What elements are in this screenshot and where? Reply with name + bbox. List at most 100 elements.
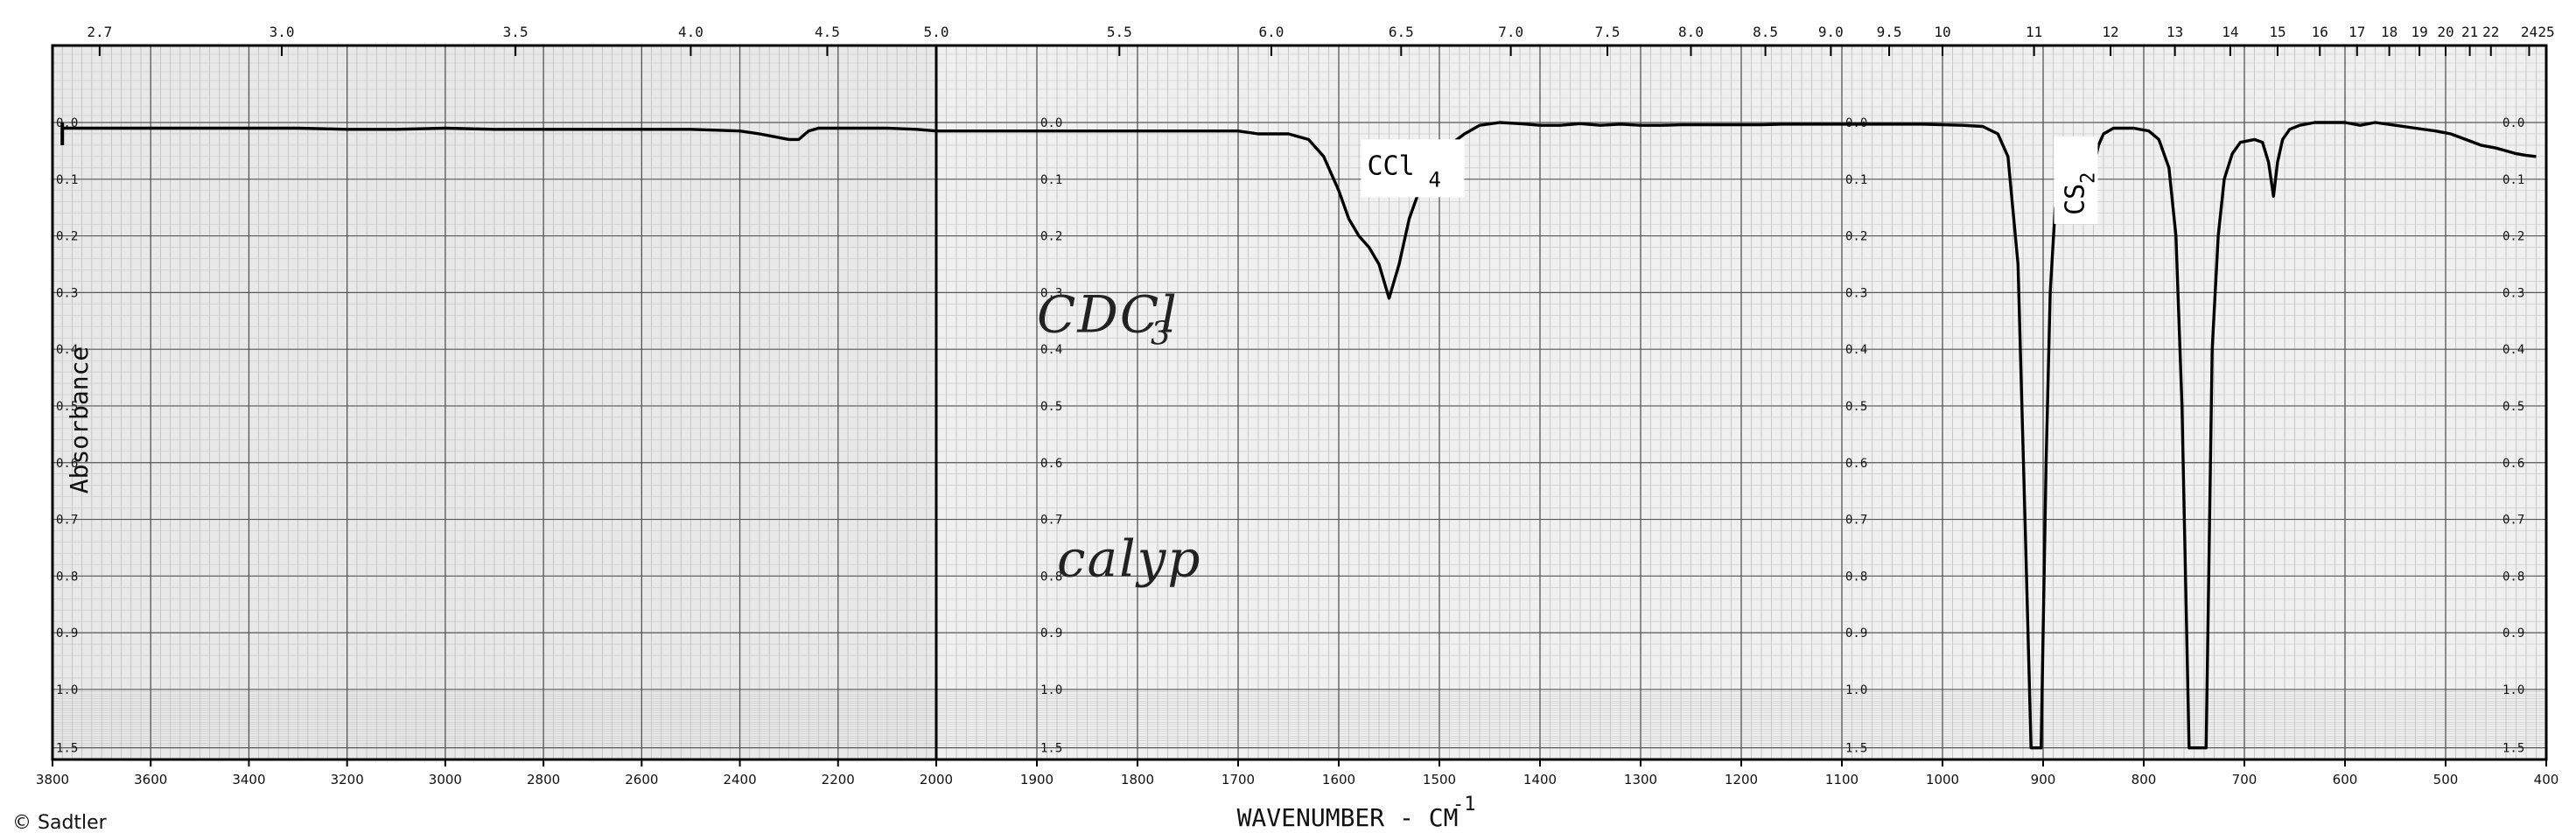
bottom-tick-label: 600 — [2333, 772, 2358, 788]
bottom-tick-label: 400 — [2534, 772, 2559, 788]
absorbance-tick-label: 0.9 — [1040, 626, 1062, 640]
annotation-subscript: 2 — [2078, 172, 2100, 184]
top-tick-label: 5.0 — [924, 24, 949, 40]
bottom-tick-label: 500 — [2433, 772, 2459, 788]
absorbance-tick-label: 0.1 — [1040, 173, 1062, 187]
absorbance-tick-label: 0.4 — [56, 343, 78, 357]
annotation-rotated-group: CS2 — [2061, 172, 2100, 215]
absorbance-tick-label: 0.7 — [56, 514, 78, 528]
bottom-tick-label: 3200 — [331, 772, 364, 788]
absorbance-tick-label: 0.7 — [2502, 514, 2524, 528]
handwritten-annotation: CDCl — [1037, 285, 1179, 345]
top-tick-label: 25 — [2538, 24, 2554, 40]
top-tick-label: 13 — [2166, 24, 2183, 40]
absorbance-tick-label: 0.9 — [1845, 626, 1867, 640]
top-tick-label: 21 — [2461, 24, 2478, 40]
handwritten-annotation: calyp — [1057, 528, 1202, 588]
bottom-tick-label: 2400 — [723, 772, 756, 788]
bottom-wavenumber-axis: 3800 3600 3400 3200 3000 2800 2600 2400 2200 2000… — [36, 760, 2558, 788]
absorbance-tick-label: 0.0 — [2502, 116, 2524, 130]
absorbance-tick-label: 0.9 — [2502, 626, 2524, 640]
top-tick-label: 7.0 — [1498, 24, 1523, 40]
bottom-tick-label: 1000 — [1926, 772, 1959, 788]
absorbance-curve — [62, 121, 2537, 750]
absorbance-tick-label: 0.2 — [1040, 230, 1062, 244]
absorbance-tick-label: 0.3 — [1845, 286, 1867, 300]
bottom-tick-label: 800 — [2132, 772, 2157, 788]
handwritten-subscript: 3 — [1151, 317, 1171, 353]
bottom-tick-label: 3800 — [36, 772, 69, 788]
bottom-tick-label: 1100 — [1825, 772, 1858, 788]
bottom-tick-label: 1200 — [1725, 772, 1758, 788]
top-tick-label: 24 — [2521, 24, 2538, 40]
bottom-tick-label: 3400 — [232, 772, 265, 788]
bottom-tick-label: 1900 — [1020, 772, 1054, 788]
absorbance-tick-label: 0.5 — [1040, 400, 1062, 414]
x-axis-title: WAVENUMBER - CM -1 — [1237, 794, 1476, 832]
top-tick-label: 14 — [2222, 24, 2238, 40]
absorbance-tick-label: 0.6 — [1845, 457, 1867, 471]
top-tick-label: 8.0 — [1678, 24, 1704, 40]
absorbance-tick-label: 1.5 — [1040, 742, 1062, 756]
bottom-tick-label: 900 — [2031, 772, 2056, 788]
bottom-tick-label: 2800 — [527, 772, 560, 788]
y-axis-label: Absorbance — [64, 346, 94, 494]
absorbance-tick-label: 0.1 — [1845, 173, 1867, 187]
absorbance-tick-label: 0.2 — [2502, 230, 2524, 244]
bottom-tick-label: 2600 — [625, 772, 658, 788]
absorbance-tick-label: 0.6 — [1040, 457, 1062, 471]
bottom-tick-label: 1700 — [1222, 772, 1255, 788]
y-axis-title-wrap: Absorbance — [65, 346, 94, 494]
bottom-tick-label: 1400 — [1523, 772, 1557, 788]
absorbance-tick-label: 0.5 — [56, 400, 78, 414]
bottom-tick-label: 2200 — [822, 772, 855, 788]
absorbance-tick-label: 0.9 — [56, 626, 78, 640]
top-tick-label: 17 — [2348, 24, 2365, 40]
absorbance-tick-label: 0.8 — [1845, 570, 1867, 584]
annotation-box — [2054, 136, 2098, 224]
x-axis-label: WAVENUMBER - CM — [1237, 803, 1459, 832]
absorbance-tick-label: 1.5 — [2502, 742, 2524, 756]
absorbance-tick-label: 0.1 — [2502, 173, 2524, 187]
absorbance-tick-label: 0.7 — [1845, 514, 1867, 528]
bottom-tick-label: 1800 — [1121, 772, 1154, 788]
absorbance-tick-label: 1.0 — [1845, 683, 1867, 697]
absorbance-tick-label: 0.1 — [56, 173, 78, 187]
absorbance-tick-label: 0.6 — [56, 457, 78, 471]
absorbance-tick-label: 0.4 — [1040, 343, 1062, 357]
absorbance-axis-labels: 0.0 0.1 0.2 0.3 0.4 0.5 0.6 0.7 0.8 0.9 1.0 1.5 0.0 0… — [56, 116, 2524, 756]
absorbance-tick-label: 0.3 — [56, 286, 78, 300]
absorbance-tick-label: 1.0 — [1040, 683, 1062, 697]
bottom-tick-label: 1600 — [1322, 772, 1355, 788]
absorbance-tick-label: 0.6 — [2502, 457, 2524, 471]
top-tick-label: 3.0 — [270, 24, 295, 40]
top-tick-label: 6.5 — [1389, 24, 1414, 40]
annotation-box — [1361, 139, 1465, 198]
absorbance-tick-label: 0.2 — [56, 230, 78, 244]
top-tick-label: 11 — [2026, 24, 2042, 40]
copyright-mark: © Sadtler — [12, 812, 107, 834]
top-tick-label: 10 — [1934, 24, 1950, 40]
plot-border — [51, 44, 2548, 761]
absorbance-tick-label: 0.3 — [1040, 286, 1062, 300]
absorbance-tick-label: 0.4 — [2502, 343, 2524, 357]
top-tick-label: 19 — [2411, 24, 2427, 40]
top-tick-label: 16 — [2312, 24, 2328, 40]
top-tick-label: 4.0 — [678, 24, 704, 40]
top-tick-label: 18 — [2381, 24, 2398, 40]
absorbance-tick-label: 0.4 — [1845, 343, 1867, 357]
top-tick-label: 7.5 — [1595, 24, 1620, 40]
bottom-tick-label: 3000 — [429, 772, 462, 788]
top-tick-label: 22 — [2482, 24, 2499, 40]
absorbance-tick-label: 0.3 — [2502, 286, 2524, 300]
absorbance-tick-label: 0.0 — [1040, 116, 1062, 130]
bottom-tick-label: 1500 — [1423, 772, 1456, 788]
shaded-paper-region — [52, 46, 2546, 760]
minor-grid — [52, 45, 2547, 760]
top-wavelength-axis: 2.7 3.0 3.5 4.0 4.5 5.0 5.5 6.0 6.5 7.0 7.5 8.0 8.5 9… — [87, 24, 2555, 56]
top-tick-label: 3.5 — [503, 24, 528, 40]
plot-frame — [51, 44, 2548, 761]
top-tick-label: 6.0 — [1258, 24, 1284, 40]
